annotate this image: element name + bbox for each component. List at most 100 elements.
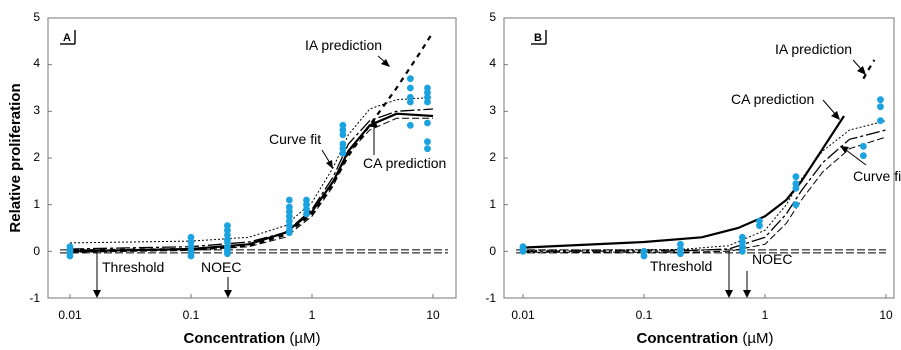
data-point [406,98,414,106]
data-point [339,121,347,129]
arrowhead [326,160,333,169]
annotations-b: IA prediction CA prediction Curve fit Th… [650,41,901,298]
ia-prediction-label: IA prediction [775,41,852,57]
x-axis-label-bold: Concentration [637,330,739,347]
panel-b: -1 0 1 2 3 4 5 0.01 0.1 1 10 Concentrati… [485,10,901,347]
ca-prediction-curve [69,112,434,253]
ia-prediction-label: IA prediction [305,37,382,53]
curve-fit-arrow [845,149,867,166]
data-points-b [519,96,884,260]
data-point [792,180,800,188]
panel-letter: B [534,32,542,44]
data-point [738,243,746,251]
data-point [424,145,431,153]
y-tick-marks-a [48,17,434,299]
data-point [877,103,884,111]
x-tick-label: 0.1 [183,308,200,322]
data-point [285,208,293,216]
arrowhead [857,66,866,75]
x-axis-label-unit: (µM) [285,330,320,347]
curve-fit-label: Curve fit [269,131,321,147]
data-point [303,201,310,209]
data-point [738,233,746,241]
annotations-a: IA prediction Curve fit CA prediction Th… [93,37,446,298]
curve-fit-curve [69,108,434,250]
arrowhead [381,59,390,67]
y-tick-label: 5 [33,10,40,24]
x-tick-label: 1 [309,308,316,322]
panel-letter-a: A [60,30,76,45]
data-point [756,222,763,230]
data-point [66,247,74,255]
arrowhead [224,290,232,298]
ia-prediction-curve [862,59,876,80]
y-tick-label: -1 [485,291,496,305]
y-tick-label: 3 [489,103,496,117]
data-point [424,84,431,92]
y-tick-label: 4 [489,56,496,70]
y-tick-label: 2 [489,150,496,164]
data-point [339,149,347,157]
data-point [224,250,231,258]
x-tick-labels-a: 0.01 0.1 1 10 [58,308,440,322]
noec-label: NOEC [752,251,792,267]
data-point [406,93,414,101]
arrowhead [743,290,751,298]
data-point [519,247,527,255]
data-point [406,121,414,129]
x-axis-label-a: Concentration (µM) [184,330,321,347]
data-point [285,217,293,225]
panel-a: -1 0 1 2 3 4 5 0.01 0.1 1 10 Relative pr… [7,10,457,347]
x-tick-label: 0.01 [511,308,535,322]
data-point [66,252,74,260]
ca-prediction-label: CA prediction [731,91,814,107]
ci-upper-curve [522,120,887,251]
ia-prediction-curve [69,31,434,252]
data-point [187,238,195,246]
data-point [424,93,431,101]
arrowhead [840,146,849,153]
data-point [424,98,431,106]
data-point [877,96,884,104]
y-tick-label: 1 [33,197,40,211]
x-axis-label-bold: Concentration [184,330,286,347]
data-point [224,238,231,246]
y-tick-label: -1 [29,291,40,305]
arrowhead [370,119,378,127]
y-tick-labels-a: -1 0 1 2 3 4 5 [29,10,40,305]
data-point [792,173,800,181]
data-point [224,226,231,234]
panel-letter-b: B [531,30,547,45]
data-point [187,247,195,255]
data-point [877,117,884,125]
data-point [303,210,310,218]
data-point [424,119,431,127]
y-axis-label-a: Relative proliferation [7,83,24,232]
x-tick-labels-b: 0.01 0.1 1 10 [511,308,893,322]
panel-letter: A [63,32,71,44]
data-point [285,222,293,230]
curves-a [60,31,448,254]
data-point [187,252,195,260]
data-point [285,196,293,204]
x-axis-label-b: Concentration (µM) [637,330,774,347]
ci-lower-curve [523,136,887,253]
data-point [756,217,763,225]
noec-label: NOEC [201,259,241,275]
data-point [859,142,867,150]
data-point [187,233,195,241]
data-point [285,212,293,220]
threshold-label: Threshold [102,259,164,275]
ca-prediction-label: CA prediction [363,155,446,171]
ca-prediction-arrow [822,99,837,116]
data-point [339,131,347,139]
ci-upper-curve [69,96,434,244]
data-point [738,238,746,246]
data-point [406,75,414,83]
curve-fit-label: Curve fit [853,168,901,184]
data-point [303,205,310,213]
data-point [224,222,231,230]
curve-fit-curve [522,129,887,252]
x-tick-label: 1 [762,308,769,322]
